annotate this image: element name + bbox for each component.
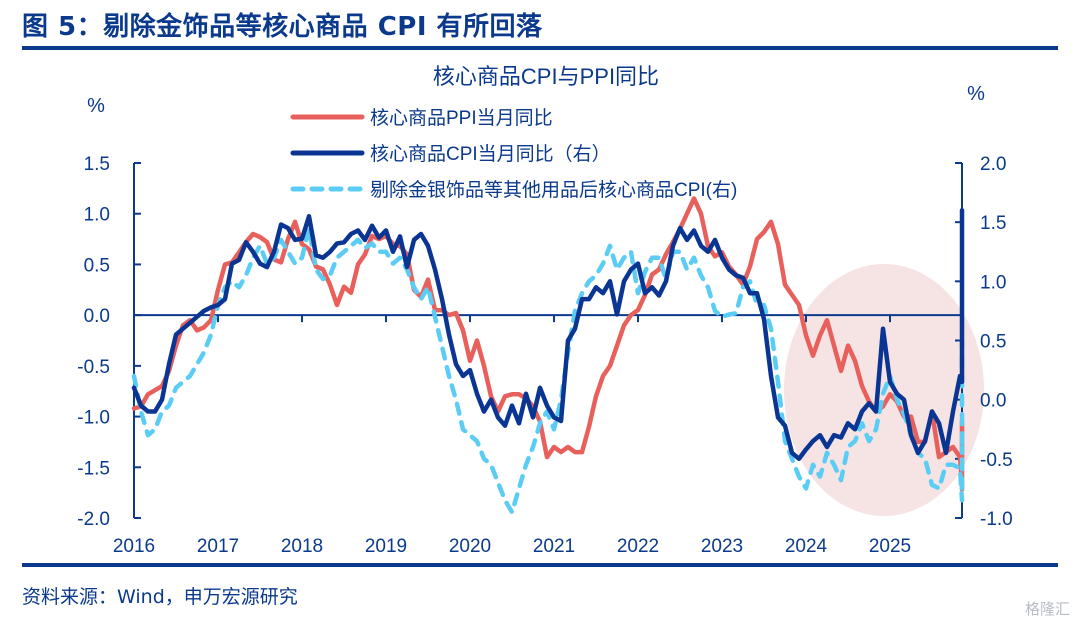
right-axis-unit: % <box>967 83 985 105</box>
x-tick-label: 2017 <box>197 536 239 557</box>
x-tick-label: 2020 <box>449 536 491 557</box>
right-tick-label: -0.5 <box>980 450 1013 471</box>
left-axis-unit: % <box>87 95 105 117</box>
x-tick-label: 2022 <box>617 536 659 557</box>
legend-label-cpi: 核心商品CPI当月同比（右） <box>370 143 611 165</box>
chart-title: 核心商品CPI与PPI同比 <box>433 64 659 89</box>
figure-title: 图 5：剔除金饰品等核心商品 CPI 有所回落 <box>22 12 543 42</box>
right-tick-label: 1.5 <box>980 213 1006 234</box>
left-tick-label: -2.0 <box>77 509 110 530</box>
right-tick-label: 1.0 <box>980 272 1006 293</box>
right-tick-label: -1.0 <box>980 509 1013 530</box>
left-tick-label: 0.5 <box>84 255 110 276</box>
left-tick-label: -0.5 <box>77 357 110 378</box>
left-tick-label: -1.0 <box>77 408 110 429</box>
left-tick-label: 0.0 <box>84 306 110 327</box>
x-tick-label: 2024 <box>785 536 828 557</box>
x-tick-label: 2018 <box>281 536 323 557</box>
x-tick-label: 2025 <box>869 536 911 557</box>
series-line-cpi-ex-gold <box>131 225 965 515</box>
legend-label-ppi: 核心商品PPI当月同比 <box>370 107 553 129</box>
axes: 1.5 1.0 0.5 0.0 -0.5 -1.0 -1.5 -2.0 2.0 1.5 1.0 0.5… <box>77 154 1013 557</box>
x-tick-label: 2023 <box>701 536 743 557</box>
series-layer <box>131 196 965 515</box>
line-chart: 1.5 1.0 0.5 0.0 -0.5 -1.0 -1.5 -2.0 2.0 1.5 1.0 0.5… <box>77 64 1013 557</box>
left-tick-label: -1.5 <box>77 458 110 479</box>
source-note: 资料来源：Wind，申万宏源研究 <box>22 586 298 608</box>
x-tick-label: 2019 <box>365 536 407 557</box>
left-tick-label: 1.5 <box>84 154 110 175</box>
bottom-rule <box>22 563 1058 567</box>
right-tick-label: 2.0 <box>980 154 1006 175</box>
x-tick-label: 2016 <box>113 536 155 557</box>
watermark: 格隆汇 <box>1024 600 1070 618</box>
legend-label-cpi-ex-gold: 剔除金银饰品等其他用品后核心商品CPI(右) <box>370 179 737 201</box>
legend: 核心商品PPI当月同比 核心商品CPI当月同比（右） 剔除金银饰品等其他用品后核… <box>290 107 737 201</box>
top-rule <box>22 46 1058 50</box>
right-tick-label: 0.5 <box>980 332 1006 353</box>
left-tick-label: 1.0 <box>84 205 110 226</box>
right-tick-label: 0.0 <box>980 391 1006 412</box>
x-tick-label: 2021 <box>533 536 575 557</box>
series-line-ppi <box>131 196 965 492</box>
series-line-cpi <box>131 208 965 462</box>
